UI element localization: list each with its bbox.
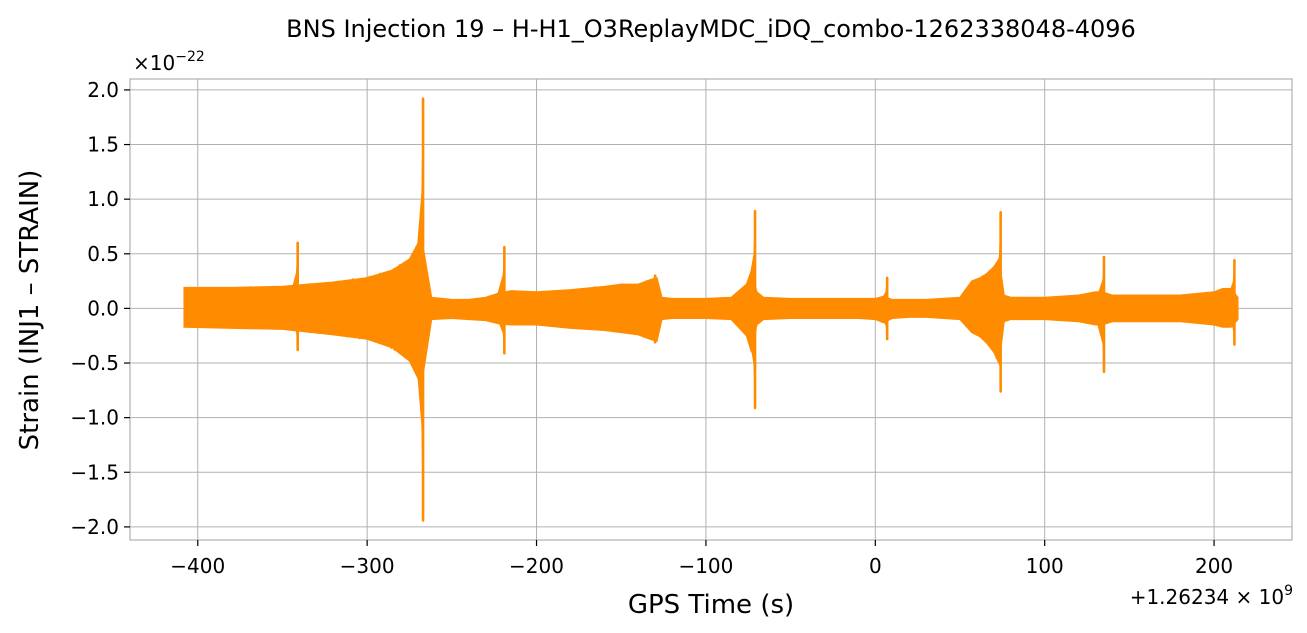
strain-series [183, 97, 1239, 522]
y-tick-label: 1.0 [87, 187, 119, 211]
plot-frame [129, 78, 1293, 541]
y-tick-label: −1.0 [70, 406, 119, 430]
y-scale-multiplier: ×10−22 [133, 49, 205, 75]
strain-spike-flare [497, 247, 505, 354]
strain-spike-flare [1097, 257, 1104, 372]
y-tick-label: 0.5 [87, 242, 119, 266]
x-tick-label: −200 [509, 554, 564, 578]
y-tick-label: −1.5 [70, 460, 119, 484]
x-tick-label: −300 [340, 554, 395, 578]
y-tick-label: −2.0 [70, 515, 119, 539]
y-tick-label: −0.5 [70, 351, 119, 375]
strain-spike-flare [748, 211, 756, 408]
strain-noise-trace [183, 240, 1239, 387]
x-tick-label: −400 [170, 554, 225, 578]
x-tick-label: 200 [1195, 554, 1233, 578]
x-axis-ticks: −400 −300 −200 −100 0 100 200 [170, 540, 1233, 578]
y-tick-label: 1.5 [87, 133, 119, 157]
x-tick-label: −100 [678, 554, 733, 578]
y-axis-label: Strain (INJ1 – STRAIN) [15, 170, 45, 451]
strain-spike-flare [993, 212, 1001, 392]
x-axis-offset: +1.26234 × 109 [1130, 583, 1293, 609]
strain-spike-flare [880, 277, 888, 339]
x-axis-label: GPS Time (s) [628, 590, 794, 620]
chart-title: BNS Injection 19 – H-H1_O3ReplayMDC_iDQ_… [286, 15, 1136, 43]
strain-spike-flare [1227, 260, 1235, 345]
strain-spike-flare [290, 242, 298, 350]
x-tick-label: 0 [869, 554, 882, 578]
y-tick-label: 2.0 [87, 78, 119, 102]
strain-spike-flare [648, 275, 656, 343]
strain-spike-flare [416, 98, 424, 521]
y-tick-label: 0.0 [87, 296, 119, 320]
x-tick-label: 100 [1026, 554, 1064, 578]
y-axis-ticks: −2.0 −1.5 −1.0 −0.5 0.0 0.5 1.0 1.5 2.0 [70, 78, 130, 539]
